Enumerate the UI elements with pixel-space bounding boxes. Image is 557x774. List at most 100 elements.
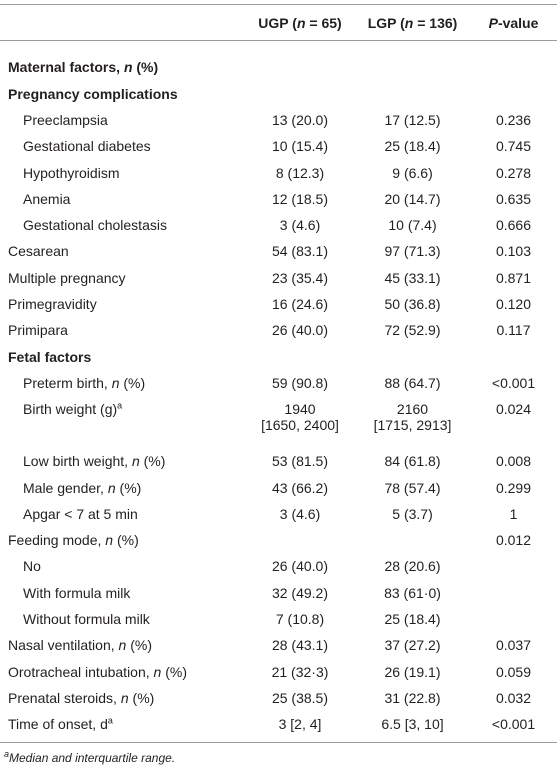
cell: 0.024 [470,396,557,448]
text: (%) [161,663,187,680]
row-label: Pregnancy complications [0,81,245,107]
text: 0.117 [496,322,531,339]
text: Gestational diabetes [23,138,151,155]
row-label: Feeding mode, n (%) [0,527,245,553]
text: 1 [509,505,518,522]
cell: 32 (49.2) [245,580,355,606]
cell: 26 (19.1) [355,658,470,684]
text: 3 [2, 4] [278,716,322,733]
table-row: Fetal factors [0,343,557,369]
row-label: Anemia [0,186,245,212]
text: 16 (24.6) [271,296,329,313]
table-row: Gestational diabetes 10 (15.4) 25 (18.4) 0.… [0,133,557,159]
text: <0.001 [491,374,536,391]
cell: 3 [2, 4] [245,711,355,742]
text: 59 (90.8) [271,374,329,391]
text: 5 (3.7) [392,505,433,522]
cell [470,580,557,606]
cell [245,81,355,107]
cell: 10 (15.4) [245,133,355,159]
text: (%) [132,58,159,75]
text: 54 (83.1) [271,243,329,260]
cell [470,343,557,369]
cell: 1 [470,501,557,527]
text: Male gender, [23,479,108,496]
text: 25 (38.5) [271,689,329,706]
superscript: a [4,748,10,759]
cell: 88 (64.7) [355,370,470,396]
header-cell [0,5,245,41]
text: 26 (40.0) [271,322,329,339]
text: 20 (14.7) [384,190,441,207]
header-row: UGP (n = 65) LGP (n = 136) P-value [0,4,557,41]
table-row: Male gender, n (%) 43 (66.2) 78 (57.4) 0.29… [0,474,557,500]
cell: 25 (38.5) [245,685,355,711]
cell: 13 (20.0) [245,107,355,133]
header-cell: UGP (n = 65) [245,5,355,41]
row-label: Preeclampsia [0,107,245,133]
cell: 0.037 [470,632,557,658]
text: 0.008 [495,453,532,470]
text: Primegravidity [8,296,97,313]
text: Median and interquartile range. [9,750,176,765]
table-row: Hypothyroidism 8 (12.3) 9 (6.6) 0.278 [0,159,557,185]
text-line: 2160 [396,401,429,418]
table-row: Prenatal steroids, n (%) 25 (38.5) 31 (22.… [0,685,557,711]
text: 10 (15.4) [271,138,329,155]
cell: 21 (32·3) [245,658,355,684]
table-row: Preterm birth, n (%) 59 (90.8) 88 (64.7) <0… [0,370,557,396]
cell: 0.745 [470,133,557,159]
text: 50 (36.8) [384,296,441,313]
row-label: Maternal factors, n (%) [0,41,245,81]
text: 10 (7.4) [388,217,437,234]
cell: 26 (40.0) [245,553,355,579]
text: 53 (81.5) [271,453,329,470]
cell [245,343,355,369]
text: 7 (10.8) [275,610,325,627]
text: Hypothyroidism [23,164,120,181]
text: 78 (57.4) [384,479,441,496]
header-cell: P-value [470,5,557,41]
text: 37 (27.2) [384,637,441,654]
cell: 31 (22.8) [355,685,470,711]
cell: 16 (24.6) [245,291,355,317]
text: 0.745 [495,138,532,155]
text: 25 (18.4) [384,610,441,627]
text: 0.120 [495,296,532,313]
row-label: Preterm birth, n (%) [0,370,245,396]
cell [470,41,557,81]
text: Birth weight (g) [23,401,118,418]
italic-text: n [404,14,414,31]
cell: 0.635 [470,186,557,212]
cell [355,527,470,553]
cell: 0.103 [470,238,557,264]
text: 0.299 [495,479,532,496]
cell: 59 (90.8) [245,370,355,396]
italic-text: n [153,663,162,680]
cell: 50 (36.8) [355,291,470,317]
text: Preterm birth, [23,374,112,391]
text: Nasal ventilation, [8,637,119,654]
cell: 72 (52.9) [355,317,470,343]
text: With formula milk [23,584,131,601]
text: 0.059 [495,663,532,680]
text: 0.032 [495,689,532,706]
page: UGP (n = 65) LGP (n = 136) P-value Materna… [0,4,557,774]
table-row: Orotracheal intubation, n (%) 21 (32·3) 26… [0,658,557,684]
table-row: Nasal ventilation, n (%) 28 (43.1) 37 (27.… [0,632,557,658]
text: 72 (52.9) [384,322,441,339]
cell: 83 (61·0) [355,580,470,606]
cell: 5 (3.7) [355,501,470,527]
cell: 6.5 [3, 10] [355,711,470,742]
row-label: Birth weight (g)a [0,396,245,448]
text: Orotracheal intubation, [8,663,154,680]
cell: 20 (14.7) [355,186,470,212]
text: Pregnancy complications [8,85,178,102]
table-row: Cesarean 54 (83.1) 97 (71.3) 0.103 [0,238,557,264]
cell [355,41,470,81]
row-label: No [0,553,245,579]
text: Preeclampsia [23,111,108,128]
cell: 97 (71.3) [355,238,470,264]
row-label: Without formula milk [0,606,245,632]
footnote: aMedian and interquartile range. [0,748,557,765]
